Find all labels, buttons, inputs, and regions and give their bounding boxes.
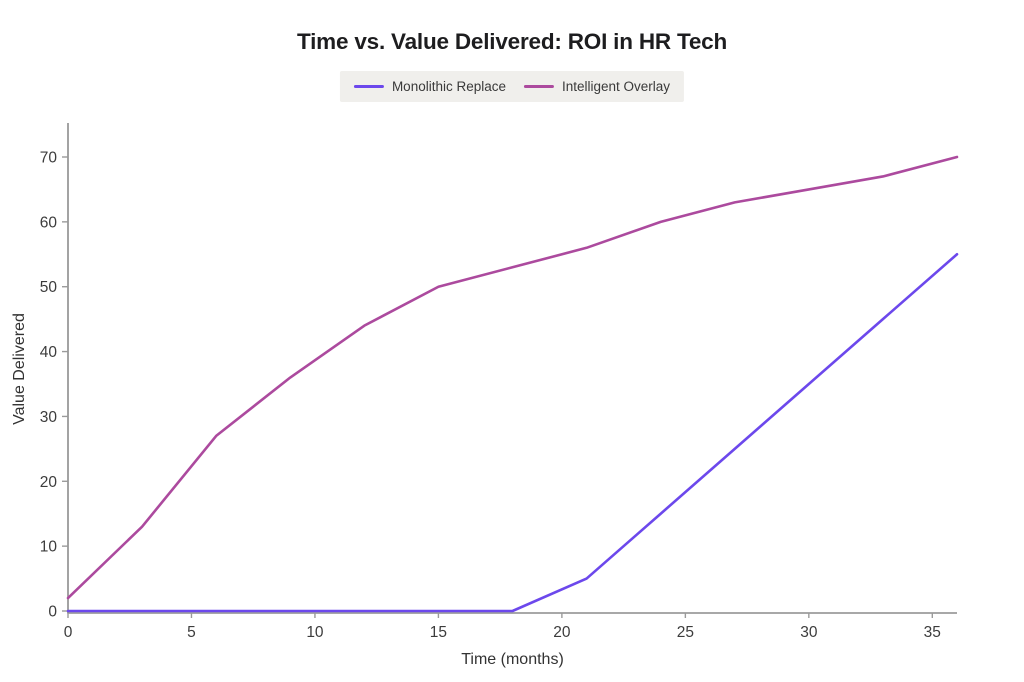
legend-item-monolithic-replace[interactable]: Monolithic Replace bbox=[353, 79, 506, 94]
x-tick-label: 25 bbox=[677, 624, 694, 641]
legend-item-intelligent-overlay[interactable]: Intelligent Overlay bbox=[524, 79, 670, 94]
y-tick-label: 10 bbox=[40, 539, 58, 556]
series-line-monolithic-replace bbox=[66, 252, 959, 613]
y-tick-label: 60 bbox=[40, 214, 58, 231]
y-tick-label: 70 bbox=[40, 150, 58, 167]
series-line-intelligent-overlay bbox=[66, 155, 959, 600]
x-tick-label: 0 bbox=[64, 624, 73, 641]
legend-label-monolithic-replace: Monolithic Replace bbox=[391, 79, 506, 94]
chart-title: Time vs. Value Delivered: ROI in HR Tech bbox=[296, 29, 728, 54]
x-tick-label: 10 bbox=[306, 624, 324, 641]
x-tick-label: 15 bbox=[430, 624, 447, 641]
legend-label-intelligent-overlay: Intelligent Overlay bbox=[562, 79, 671, 94]
legend-swatch-intelligent-overlay bbox=[524, 85, 554, 88]
legend-swatch-monolithic-replace bbox=[353, 85, 384, 88]
y-tick-label: 30 bbox=[40, 409, 58, 426]
y-tick-label: 20 bbox=[40, 474, 58, 491]
y-axis-label: Value Delivered bbox=[11, 313, 28, 425]
y-tick-label: 40 bbox=[40, 344, 58, 361]
x-tick-label: 35 bbox=[924, 624, 941, 641]
x-axis-label: Time (months) bbox=[461, 651, 564, 668]
x-tick-label: 30 bbox=[800, 624, 818, 641]
x-tick-label: 20 bbox=[553, 624, 571, 641]
y-tick-label: 50 bbox=[40, 279, 58, 296]
legend: Monolithic Replace Intelligent Overlay bbox=[339, 71, 685, 102]
x-tick-label: 5 bbox=[187, 624, 196, 641]
y-tick-label: 0 bbox=[48, 604, 57, 621]
